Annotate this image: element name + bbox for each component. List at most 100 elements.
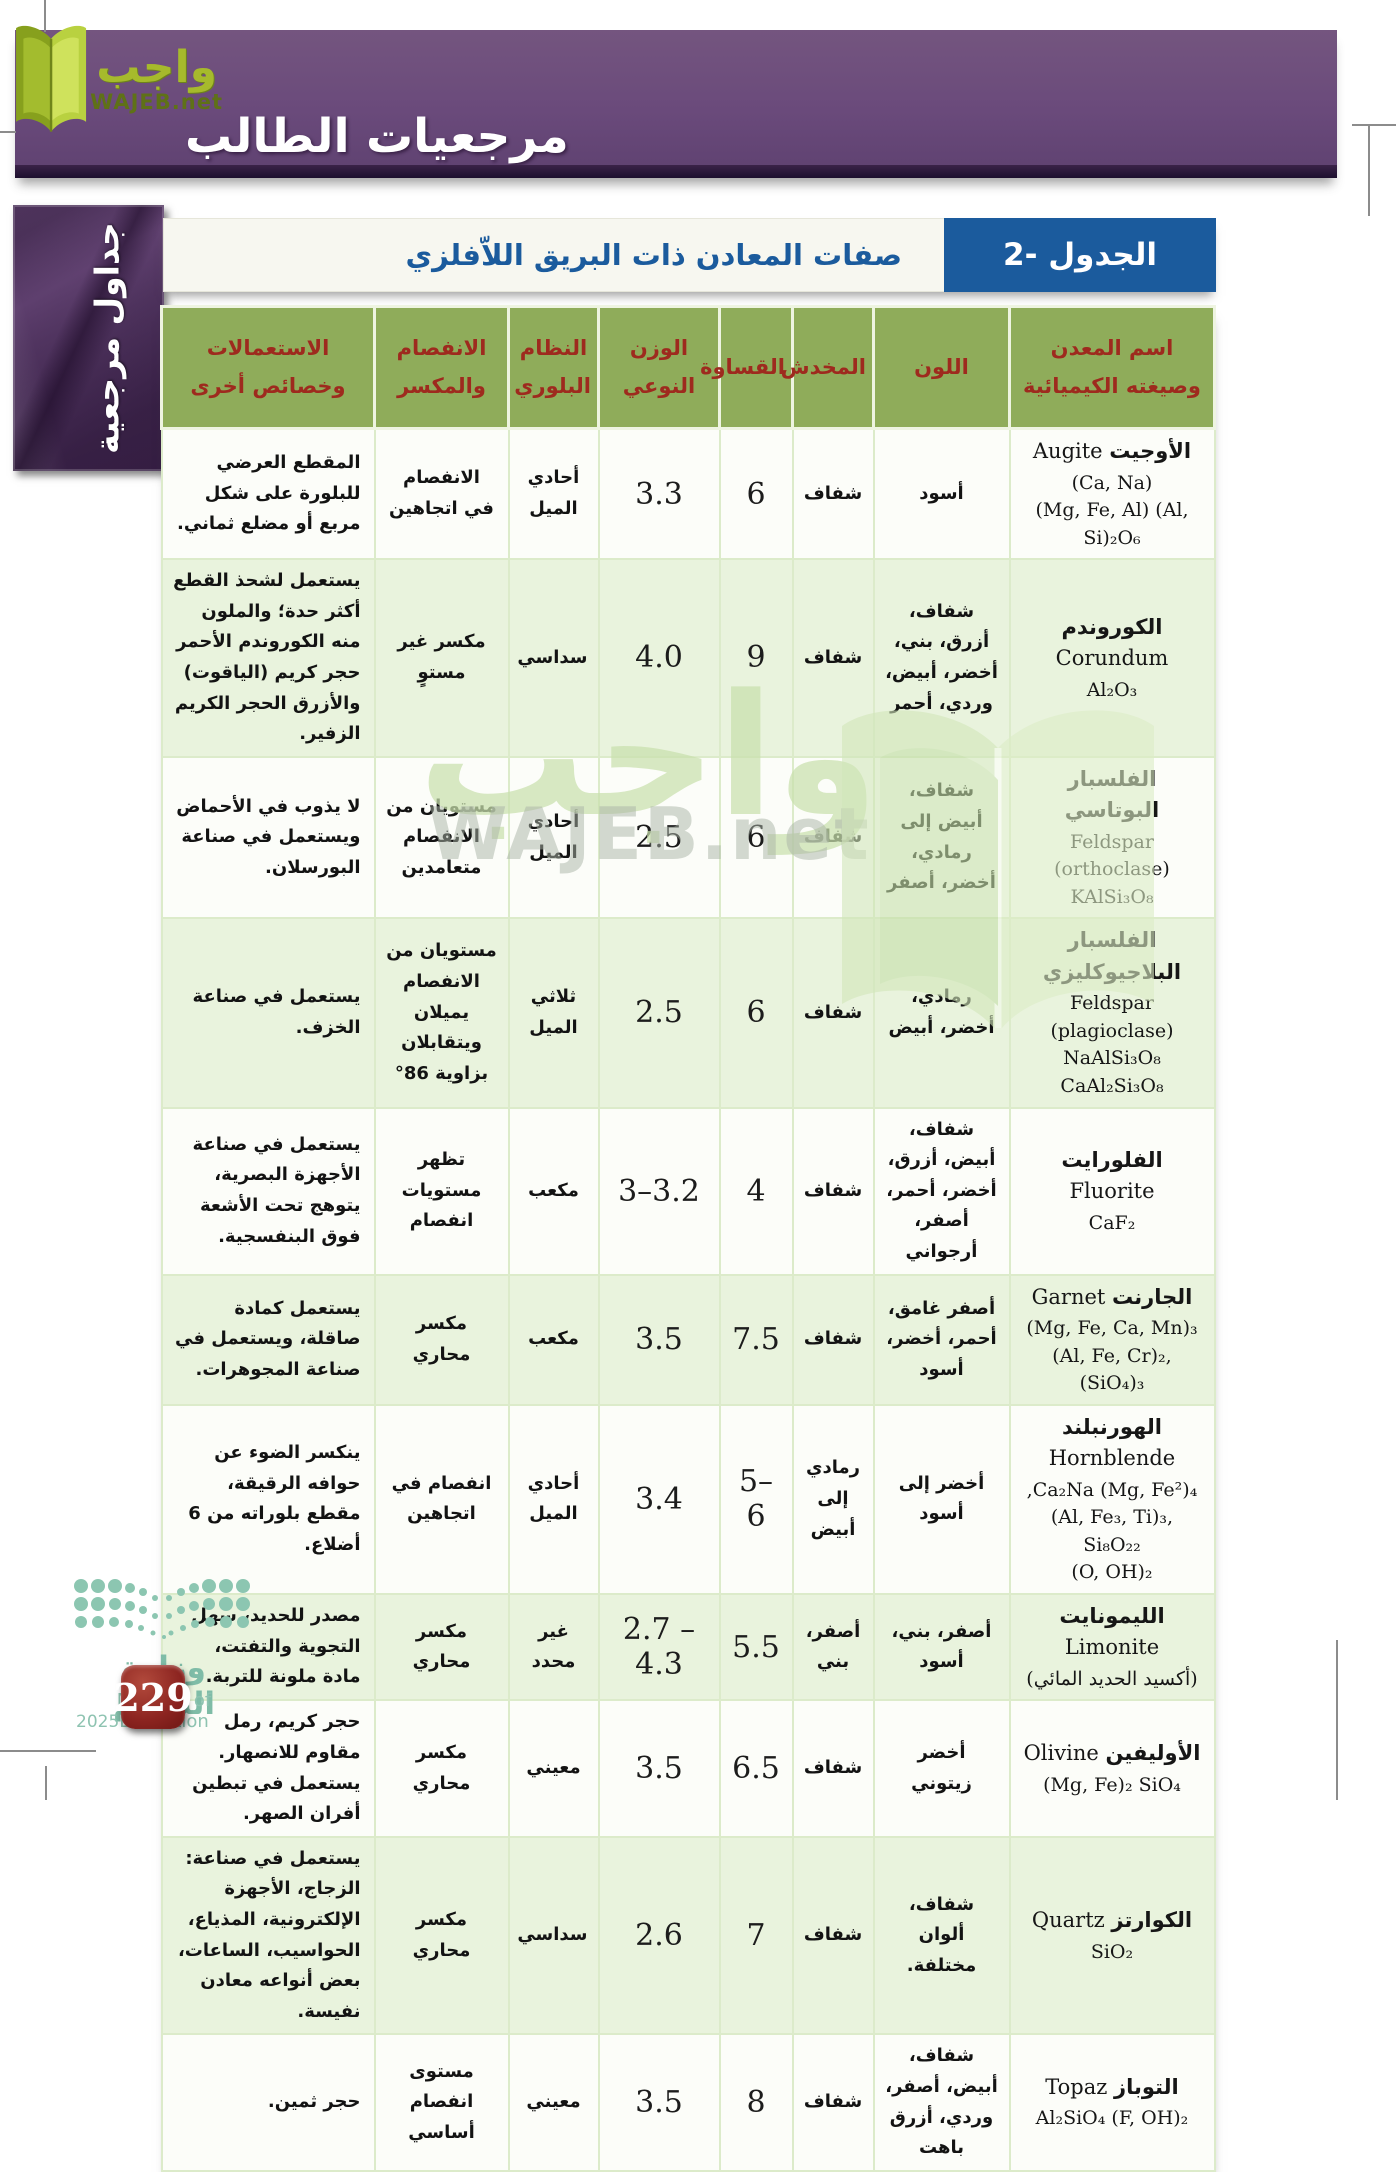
mineral-streak-cell: شفاف bbox=[791, 917, 875, 1109]
mineral-crystal-system-cell: مكعب bbox=[507, 1106, 600, 1276]
mineral-specific-gravity-cell: 2.5 bbox=[597, 917, 721, 1109]
mineral-hardness-cell: 7.5 bbox=[718, 1273, 794, 1406]
wajeb-logo: واجب WAJEB.net bbox=[8, 6, 223, 191]
mineral-name-english: Hornblende bbox=[1048, 1446, 1176, 1471]
table-label-box: الجدول -2 bbox=[944, 218, 1216, 292]
wajeb-logo-site: WAJEB.net bbox=[90, 90, 223, 114]
mineral-name-cell: الليمونايت Limonite (أكسيد الحديد المائي) bbox=[1008, 1592, 1216, 1702]
column-header: القساوة bbox=[700, 305, 794, 430]
mineral-uses-cell: يستعمل كمادة صاقلة، ويستعمل في صناعة الم… bbox=[160, 1273, 376, 1406]
mineral-crystal-system-cell: معيني bbox=[507, 1699, 600, 1838]
mineral-crystal-system-cell: سداسي bbox=[507, 1835, 600, 2036]
mineral-row: الفلسبار البلاجيوكليزي Feldspar (plagiocl… bbox=[160, 917, 1216, 1109]
mineral-name-line: الهورنبلند Hornblende bbox=[1021, 1412, 1204, 1475]
mineral-name-cell: الهورنبلند Hornblende ,Ca₂Na (Mg, Fe²)₄ (… bbox=[1008, 1403, 1216, 1595]
mineral-color-cell: أخضر زيتوني bbox=[872, 1699, 1011, 1838]
mineral-uses-cell: يستعمل في صناعة الخزف. bbox=[160, 917, 376, 1109]
mineral-hardness-cell: 4 bbox=[718, 1106, 794, 1276]
mineral-row: الكوروندم Corundum Al₂O₃ شفاف، أزرق، بني، … bbox=[160, 558, 1216, 758]
mineral-row: الأوجيت Augite (Ca, Na) (Mg, Fe, Al) (Al,… bbox=[160, 427, 1216, 561]
column-header: المخدش bbox=[781, 305, 875, 430]
mineral-name-arabic: الليمونايت bbox=[1059, 1603, 1165, 1628]
mineral-name-cell: الأوليفين Olivine (Mg, Fe)₂ SiO₄ bbox=[1008, 1699, 1216, 1838]
mineral-color-cell: أسود bbox=[872, 427, 1011, 561]
mineral-hardness-cell: 8 bbox=[718, 2033, 794, 2172]
mineral-name-arabic: الكوارتز bbox=[1111, 1908, 1193, 1932]
mineral-name-line: الليمونايت Limonite bbox=[1021, 1601, 1204, 1664]
mineral-name-cell: الجارنت Garnet (Mg, Fe, Ca, Mn)₃ (Al, Fe,… bbox=[1008, 1273, 1216, 1406]
mineral-color-cell: شفاف، أبيض، أصفر، وردي، أزرق باهت bbox=[872, 2033, 1011, 2172]
mineral-cleavage-cell: مكسر محاري bbox=[373, 1592, 510, 1702]
mineral-name-arabic: الهورنبلند bbox=[1062, 1414, 1162, 1439]
crop-mark bbox=[0, 131, 16, 133]
mineral-cleavage-cell: تظهر مستويات انفصام bbox=[373, 1106, 510, 1276]
mineral-formula: (أكسيد الحديد المائي) bbox=[1026, 1667, 1198, 1690]
mineral-cleavage-cell: انفصام في اتجاهين bbox=[373, 1403, 510, 1595]
mineral-name-cell: الفلسبار البوتاسي Feldspar (orthoclase) K… bbox=[1008, 755, 1216, 920]
mineral-crystal-system-cell: أحادي الميل bbox=[507, 1403, 600, 1595]
mineral-color-cell: شفاف، ألوان مختلفة. bbox=[872, 1835, 1011, 2036]
mineral-row: الجارنت Garnet (Mg, Fe, Ca, Mn)₃ (Al, Fe,… bbox=[160, 1273, 1216, 1406]
mineral-crystal-system-cell: سداسي bbox=[507, 558, 600, 758]
mineral-name-arabic: الفلورايت bbox=[1061, 1147, 1163, 1172]
mineral-row: الكوارتز Quartz SiO₂ شفاف، ألوان مختلفة. شف… bbox=[160, 1835, 1216, 2036]
mineral-cleavage-cell: الانفصام في اتجاهين bbox=[373, 427, 510, 561]
mineral-name-cell: الفلورايت Fluorite CaF₂ bbox=[1008, 1106, 1216, 1276]
mineral-name-line: الكوروندم Corundum bbox=[1021, 612, 1204, 675]
mineral-color-cell: شفاف، أبيض، أزرق، أخضر، أحمر، أصفر، أرجو… bbox=[872, 1106, 1011, 1276]
mineral-formula: CaF₂ bbox=[1088, 1211, 1136, 1234]
mineral-cleavage-cell: مكسر غير مستوٍ bbox=[373, 558, 510, 758]
mineral-cleavage-cell: مستوى انفصام أساسي bbox=[373, 2033, 510, 2172]
sidebar-tab: جداول مرجعية bbox=[13, 205, 164, 471]
mineral-uses-cell: يستعمل في صناعة: الزجاج، الأجهزة الإلكتر… bbox=[160, 1835, 376, 2036]
mineral-name-english: Olivine bbox=[1023, 1741, 1106, 1766]
mineral-streak-cell: شفاف bbox=[791, 755, 875, 920]
mineral-color-cell: شفاف، أزرق، بني، أخضر، أبيض، وردي، أحمر bbox=[872, 558, 1011, 758]
mineral-name-arabic: الأوجيت bbox=[1109, 439, 1192, 463]
mineral-formula: (Mg, Fe)₂ SiO₄ bbox=[1043, 1773, 1181, 1796]
mineral-row: الفلورايت Fluorite CaF₂ شفاف، أبيض، أزرق، … bbox=[160, 1106, 1216, 1276]
crop-mark bbox=[44, 0, 46, 32]
mineral-streak-cell: شفاف bbox=[791, 1273, 875, 1406]
page-number-badge: 229 bbox=[113, 1665, 193, 1729]
mineral-name-line: الأوجيت Augite bbox=[1021, 436, 1204, 468]
mineral-name-cell: التوباز Topaz Al₂SiO₄ (F, OH)₂ bbox=[1008, 2033, 1216, 2172]
minerals-table: اسم المعدن وصيغته الكيميائية اللون المخدش ا… bbox=[160, 305, 1216, 2172]
mineral-name-arabic: الفلسبار البوتاسي bbox=[1064, 766, 1160, 823]
mineral-formula: Al₂O₃ bbox=[1086, 678, 1138, 701]
mineral-streak-cell: شفاف bbox=[791, 427, 875, 561]
mineral-specific-gravity-cell: 2.5 bbox=[597, 755, 721, 920]
mineral-uses-cell: المقطع العرضي للبلورة على شكل مربع أو مض… bbox=[160, 427, 376, 561]
minerals-table-wrap: اسم المعدن وصيغته الكيميائية اللون المخدش ا… bbox=[160, 305, 1216, 2172]
mineral-cleavage-cell: مستويان من الانفصام متعامدين bbox=[373, 755, 510, 920]
mineral-crystal-system-cell: مكعب bbox=[507, 1273, 600, 1406]
mineral-streak-cell: رمادي إلى أبيض bbox=[791, 1403, 875, 1595]
mineral-streak-cell: شفاف bbox=[791, 1699, 875, 1838]
mineral-hardness-cell: 5.5 bbox=[718, 1592, 794, 1702]
mineral-uses-cell: حجر ثمين. bbox=[160, 2033, 376, 2172]
mineral-hardness-cell: 7 bbox=[718, 1835, 794, 2036]
mineral-row: الأوليفين Olivine (Mg, Fe)₂ SiO₄ أخضر زيتو… bbox=[160, 1699, 1216, 1838]
mineral-name-line: الكوارتز Quartz bbox=[1021, 1905, 1204, 1937]
table-title: صفات المعادن ذات البريق اللاّفلزي bbox=[405, 238, 902, 272]
mineral-name-line: التوباز Topaz bbox=[1021, 2072, 1204, 2104]
mineral-name-line: الفلورايت Fluorite bbox=[1021, 1145, 1204, 1208]
mineral-color-cell: أصفر غامق، أحمر، أخضر، أسود bbox=[872, 1273, 1011, 1406]
mineral-uses-cell: ينكسر الضوء عن حوافه الرقيقة، مقطع بلورا… bbox=[160, 1403, 376, 1595]
mineral-name-arabic: الكوروندم bbox=[1061, 614, 1163, 639]
column-header: اسم المعدن وصيغته الكيميائية bbox=[1008, 305, 1216, 430]
mineral-cleavage-cell: مكسر محاري bbox=[373, 1835, 510, 2036]
mineral-name-cell: الكوروندم Corundum Al₂O₃ bbox=[1008, 558, 1216, 758]
crop-mark bbox=[45, 1766, 47, 1800]
mineral-formula: ,Ca₂Na (Mg, Fe²)₄ (Al, Fe₃, Ti)₃, Si₈O₂₂… bbox=[1026, 1478, 1198, 1584]
crop-mark bbox=[1336, 1640, 1338, 1800]
mineral-name-cell: الكوارتز Quartz SiO₂ bbox=[1008, 1835, 1216, 2036]
mineral-name-arabic: الجارنت bbox=[1112, 1284, 1193, 1309]
mineral-hardness-cell: 6.5 bbox=[718, 1699, 794, 1838]
table-body: الأوجيت Augite (Ca, Na) (Mg, Fe, Al) (Al,… bbox=[160, 427, 1216, 2172]
mineral-name-line: الفلسبار البوتاسي bbox=[1021, 764, 1204, 827]
crop-mark bbox=[1352, 124, 1396, 126]
mineral-hardness-cell: 9 bbox=[718, 558, 794, 758]
mineral-row: الهورنبلند Hornblende ,Ca₂Na (Mg, Fe²)₄ (… bbox=[160, 1403, 1216, 1595]
open-book-icon bbox=[16, 25, 87, 132]
